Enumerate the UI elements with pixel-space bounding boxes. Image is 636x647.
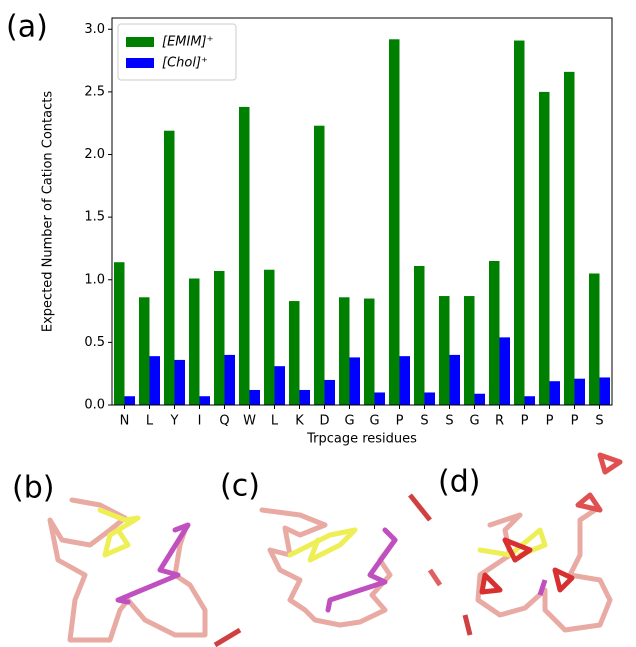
x-tick-label: R [495,414,504,429]
x-tick-label: Y [170,414,179,429]
bar [125,396,136,405]
bar [550,381,561,405]
bar [175,360,186,405]
x-tick-label: S [445,414,453,429]
bar [500,337,511,405]
x-tick-label: Q [219,414,229,429]
bar [400,356,411,405]
bar [114,262,125,405]
bar [375,392,386,405]
bar [139,297,150,405]
x-tick-label: S [595,414,603,429]
x-tick-label: G [369,414,379,429]
bar [525,396,536,405]
bar [339,297,350,405]
bar [414,266,425,405]
x-tick-label: P [396,414,404,429]
bar [489,261,500,405]
bar [589,273,600,405]
bar [564,72,575,405]
x-tick-label: L [271,414,279,429]
bar [275,366,286,405]
legend-label: [Chol]⁺ [162,56,208,71]
y-tick-label: 2.5 [84,84,105,99]
legend-swatch [126,37,154,47]
y-tick-label: 1.0 [84,272,105,287]
bar [475,394,486,405]
bar [539,92,550,405]
bar [464,296,475,405]
bar [575,379,586,405]
bar [214,271,225,405]
bar [314,126,325,405]
x-tick-label: G [469,414,479,429]
x-tick-label: D [319,414,329,429]
figure: (a) (b) (c) (d) 0.0 0.5 1.0 1.5 2.0 2.5 3.0 N L Y… [0,0,636,647]
legend-swatch [126,58,154,68]
bar [600,377,611,405]
x-tick-label: L [146,414,154,429]
bar [450,355,461,405]
bar [364,299,375,405]
bar [250,390,261,405]
bar [350,357,361,405]
panel-label: (d) [438,465,480,500]
x-axis-label: Trpcage residues [306,432,417,447]
y-tick-label: 3.0 [84,22,105,37]
bar [289,301,300,405]
bar [514,41,525,405]
structure-d [465,455,620,635]
x-tick-label: P [571,414,579,429]
x-tick-label: K [295,414,304,429]
y-tick-label: 1.5 [84,210,105,225]
y-axis-label: Expected Number of Cation Contacts [41,91,56,332]
y-tick-label: 0.5 [84,335,105,350]
bar [189,279,200,405]
structure-c [262,495,440,625]
legend-frame [118,24,236,80]
bar [225,355,236,405]
x-tick-label: I [198,414,202,429]
bar [164,131,175,405]
legend-label: [EMIM]⁺ [162,35,214,50]
bar [264,270,275,405]
bar [150,356,161,405]
bar [389,39,400,405]
panel-label: (c) [220,469,260,504]
bar [239,107,250,405]
y-tick-label: 0.0 [84,398,105,413]
x-tick-label: G [344,414,354,429]
x-tick-label: N [120,414,130,429]
bar [325,380,336,405]
bar [425,392,436,405]
x-tick-label: P [521,414,529,429]
y-tick-label: 2.0 [84,147,105,162]
panel-label: (b) [12,471,54,506]
panel-label: (a) [6,10,48,45]
x-tick-label: S [420,414,428,429]
bar [439,296,450,405]
x-tick-label: P [546,414,554,429]
structure-b [50,500,240,645]
bar [300,390,311,405]
bar [200,396,211,405]
x-tick-label: W [243,414,256,429]
